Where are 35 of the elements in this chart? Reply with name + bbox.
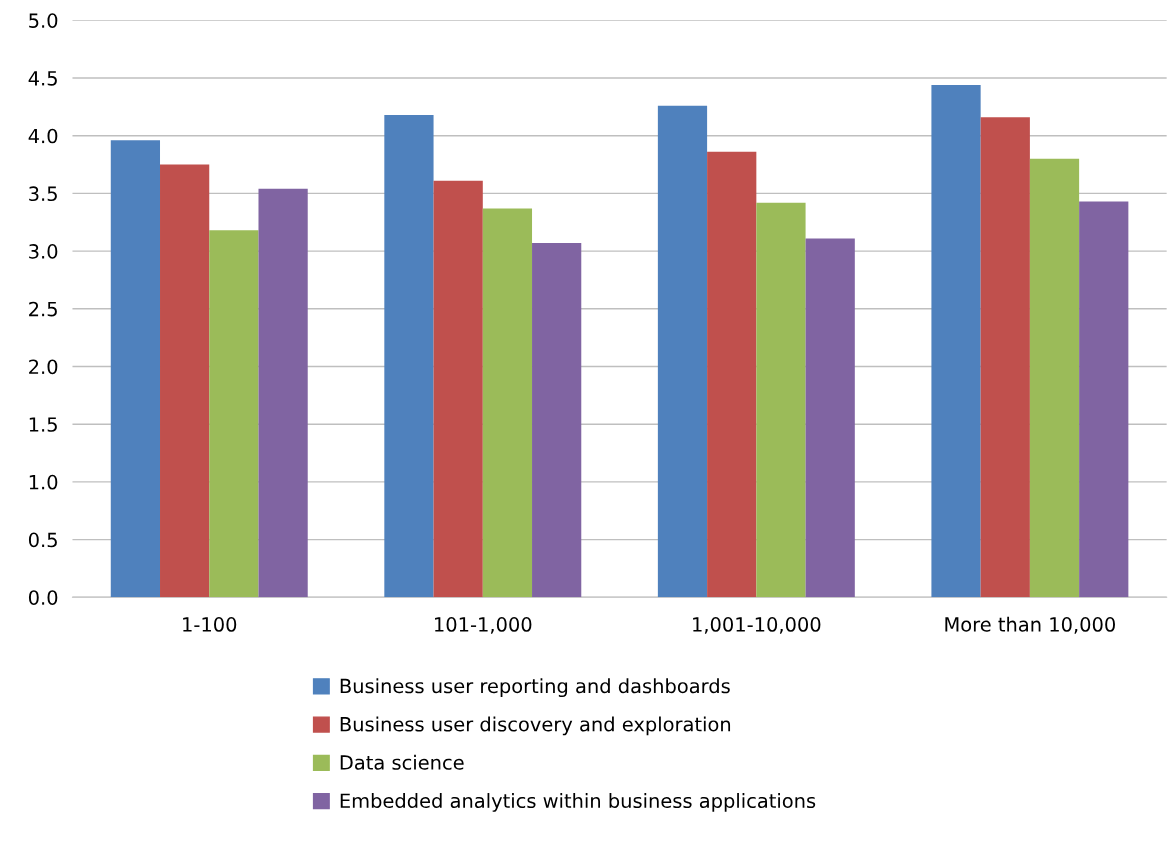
bar: [707, 151, 757, 598]
y-tick-label: 1.0: [29, 474, 58, 490]
bar: [110, 140, 161, 598]
y-tick-label: 3.5: [29, 186, 57, 202]
bar: [1079, 201, 1129, 598]
bar: [1029, 158, 1080, 598]
y-tick-label: 1.5: [29, 417, 57, 432]
bar: [482, 208, 533, 598]
x-tick-label: 101-1,000: [435, 617, 532, 634]
legend-label: Embedded analytics within business applications: [340, 793, 816, 812]
y-tick-label: 0.5: [28, 532, 57, 548]
bar: [657, 105, 708, 598]
x-tick-label: 1,001-10,000: [693, 617, 821, 634]
bar: [258, 188, 308, 598]
legend-label: Business user reporting and dashboards: [340, 678, 730, 698]
legend-label: Data science: [340, 754, 464, 770]
y-tick-label: 2.5: [29, 301, 57, 317]
bar: [931, 84, 981, 598]
bar: [384, 114, 434, 598]
bar: [756, 202, 806, 598]
bar: [980, 117, 1030, 598]
y-tick-label: 0.0: [28, 590, 58, 605]
y-tick-label: 5.0: [29, 13, 58, 28]
legend-label: Business user discovery and exploration: [340, 716, 731, 736]
x-tick-label: 1-100: [183, 617, 237, 632]
x-tick-label: More than 10,000: [945, 616, 1115, 634]
y-tick-label: 2.0: [29, 359, 58, 375]
y-tick-label: 3.0: [29, 244, 58, 259]
y-tick-label: 4.5: [28, 71, 57, 86]
bar: [805, 238, 855, 598]
y-tick-label: 4.0: [28, 128, 58, 144]
bar: [532, 243, 582, 598]
bar: [209, 230, 259, 598]
bar: [160, 164, 210, 598]
bar: [433, 180, 483, 598]
